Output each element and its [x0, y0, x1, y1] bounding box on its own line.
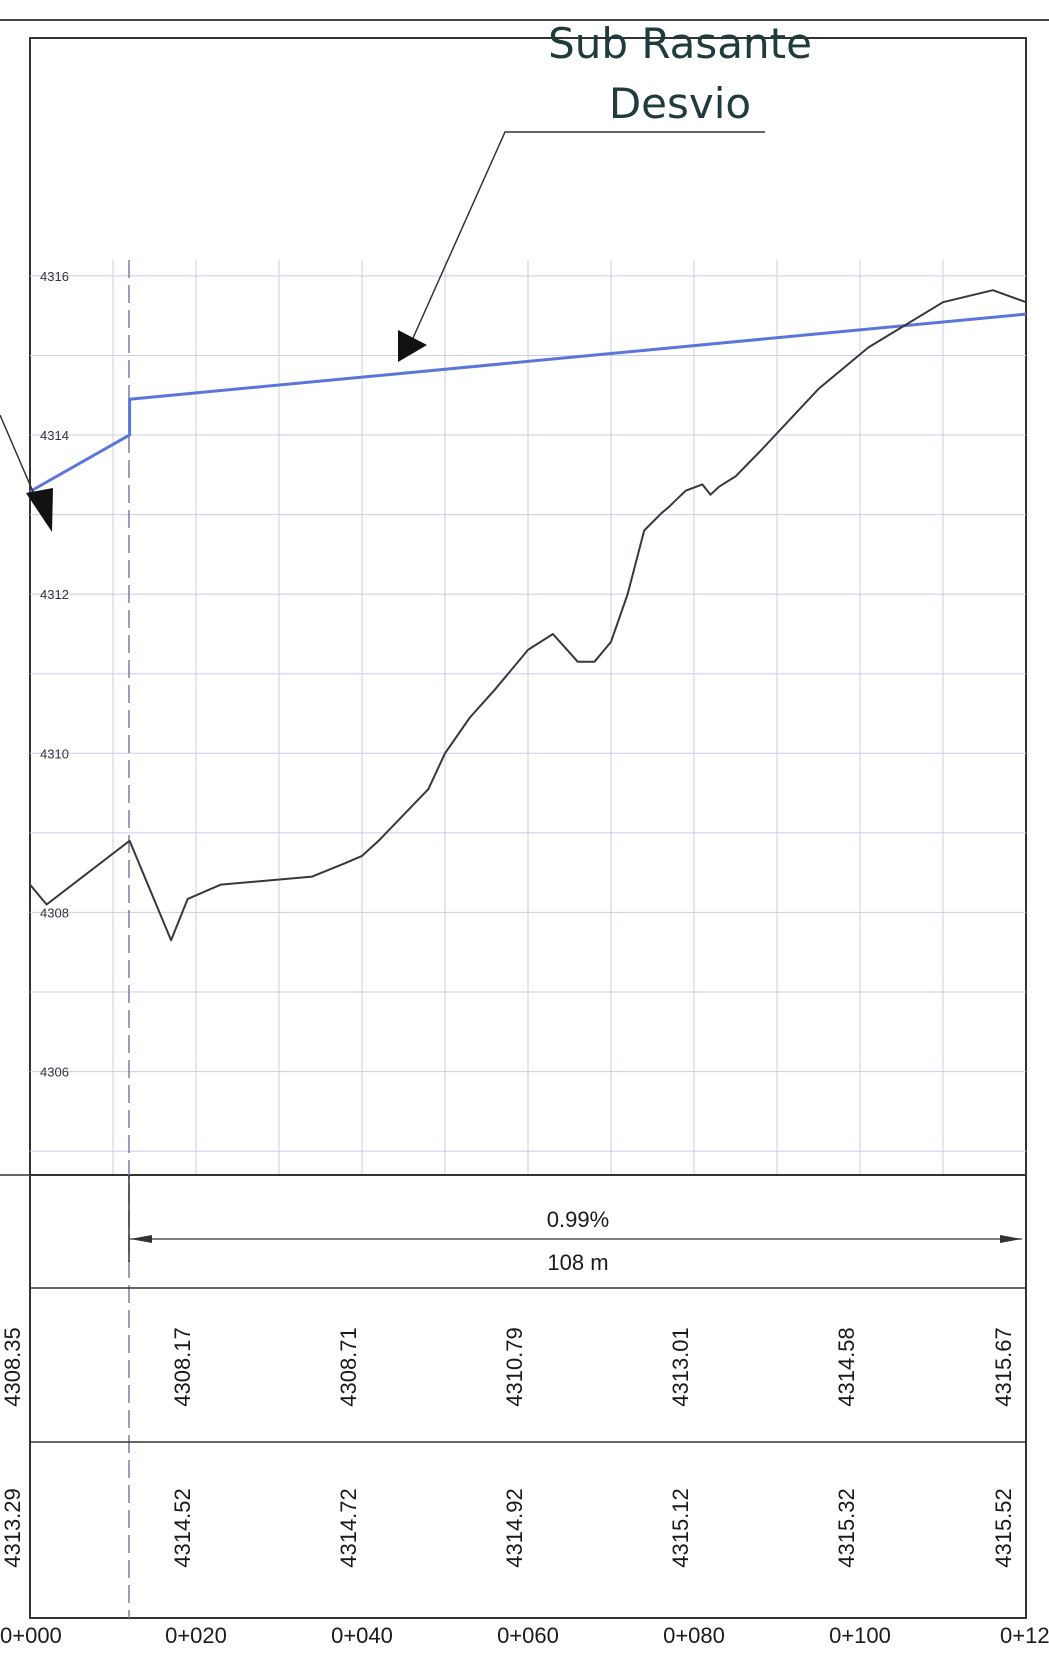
- ground-elevation-cell: 4308.17: [170, 1327, 195, 1407]
- leader-line: [412, 131, 765, 339]
- elevation-table: 4308.35 4308.17 4308.71 4310.79 4313.01 4314.…: [0, 1327, 1016, 1568]
- station-label: 0+020: [165, 1623, 227, 1648]
- ground-elevation-cell: 4315.67: [991, 1327, 1016, 1407]
- y-tick-label: 4308: [40, 905, 69, 920]
- ground-elevation-cell: 4314.58: [834, 1327, 859, 1407]
- y-tick-label: 4314: [40, 428, 69, 443]
- leader-arrowhead: [398, 330, 427, 362]
- y-tick-label: 4310: [40, 746, 69, 761]
- station-label: 0+100: [829, 1623, 891, 1648]
- chart-title-line-1: Sub Rasante: [548, 19, 812, 68]
- series-line-ground: [29, 289, 1027, 942]
- subgrade-elevation-cell: 4315.32: [834, 1488, 859, 1568]
- frame-border: [29, 37, 1027, 1619]
- subgrade-elevation-cell: 4315.12: [668, 1488, 693, 1568]
- grade-label: 0.99%: [547, 1207, 609, 1232]
- station-label: 0+000: [0, 1623, 62, 1648]
- chart-title-line-2: Desvio: [609, 79, 751, 128]
- grid: [30, 260, 1026, 1175]
- ground-elevation-cell: 4310.79: [502, 1327, 527, 1407]
- y-tick-label: 4316: [40, 269, 69, 284]
- subgrade-elevation-cell: 4314.52: [170, 1488, 195, 1568]
- subgrade-elevation-cell: 4314.92: [502, 1488, 527, 1568]
- length-label: 108 m: [547, 1250, 608, 1275]
- station-labels: 0+000 0+020 0+040 0+060 0+080 0+100 0+12: [0, 1623, 1049, 1648]
- y-tick-label: 4306: [40, 1065, 69, 1080]
- subgrade-elevation-cell: 4314.72: [336, 1488, 361, 1568]
- ground-elevation-cell: 4313.01: [668, 1327, 693, 1407]
- left-leader-arrowhead: [26, 488, 53, 532]
- subgrade-elevation-cell: 4315.52: [991, 1488, 1016, 1568]
- series-line-subgrade: [29, 312, 1027, 493]
- series: [29, 289, 1027, 942]
- y-tick-label: 4312: [40, 587, 69, 602]
- band-arrow-left: [130, 1235, 152, 1243]
- station-label: 0+080: [663, 1623, 725, 1648]
- station-label: 0+060: [497, 1623, 559, 1648]
- y-axis-ticks: 4306 4308 4310 4312 4314 4316: [40, 269, 69, 1080]
- subgrade-elevation-cell: 4313.29: [0, 1488, 25, 1568]
- band-arrow-right: [1000, 1235, 1022, 1243]
- ground-elevation-cell: 4308.35: [0, 1327, 25, 1407]
- station-label: 0+040: [331, 1623, 393, 1648]
- ground-elevation-cell: 4308.71: [336, 1327, 361, 1407]
- station-label: 0+12: [1000, 1623, 1049, 1648]
